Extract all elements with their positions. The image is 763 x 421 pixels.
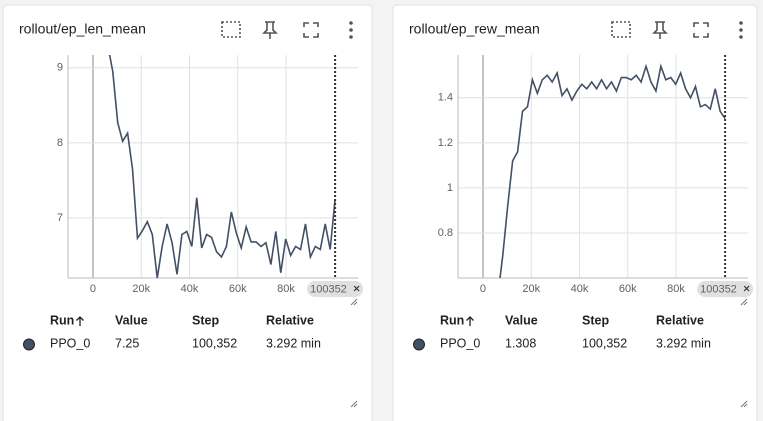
- x-tick-label: 20k: [522, 283, 540, 295]
- resize-handle[interactable]: [740, 298, 748, 306]
- icon: [739, 21, 743, 25]
- fit-domain-button[interactable]: [611, 21, 631, 38]
- table-header: Relative: [656, 313, 704, 327]
- y-tick-label: 0.8: [438, 227, 453, 239]
- table-cell: 3.292 min: [266, 336, 321, 350]
- card: rollout/ep_len_mean 0 20k 40k 60k 80k 7 8 9 10035…: [2, 4, 373, 421]
- toolbar: [221, 21, 353, 39]
- icon: [262, 21, 278, 39]
- fullscreen-button[interactable]: [303, 22, 319, 38]
- x-tick-label: 60k: [229, 283, 247, 295]
- table-cell: 100,352: [192, 336, 237, 350]
- table-cell: 100,352: [582, 336, 627, 350]
- data-line: [499, 63, 726, 278]
- x-tick-label: 40k: [571, 283, 589, 295]
- pin-button[interactable]: [262, 21, 278, 39]
- run-color-dot: [23, 338, 35, 351]
- close-icon[interactable]: [353, 285, 360, 292]
- y-tick-label: 8: [57, 137, 63, 149]
- resize-handle[interactable]: [740, 400, 748, 408]
- x-tick-label: 80k: [277, 283, 295, 295]
- icon: [739, 35, 743, 39]
- icon: [611, 21, 631, 38]
- table-cell: 3.292 min: [656, 336, 711, 350]
- more-button[interactable]: [349, 21, 353, 39]
- table-header: Value: [115, 313, 148, 327]
- data-line: [108, 55, 336, 278]
- table-cell: 1.308: [505, 336, 536, 350]
- table-header: Run: [440, 313, 464, 327]
- sort-icon[interactable]: [76, 316, 84, 326]
- y-tick-label: 1.2: [438, 137, 453, 149]
- table-header: Run: [50, 313, 74, 327]
- run-color-dot: [413, 338, 425, 351]
- hover-tag-label: 100352: [310, 283, 347, 295]
- hover-tag-label: 100352: [700, 283, 737, 295]
- y-tick-label: 9: [57, 62, 63, 74]
- pin-button[interactable]: [652, 21, 668, 39]
- table-header: Step: [582, 313, 609, 327]
- close-icon[interactable]: [743, 285, 750, 292]
- x-tick-label: 80k: [667, 283, 685, 295]
- icon: [652, 21, 668, 39]
- resize-handle[interactable]: [350, 298, 358, 306]
- resize-handle[interactable]: [350, 400, 358, 408]
- hover-tag: [697, 281, 754, 297]
- icon: [349, 35, 353, 39]
- y-tick-label: 1.4: [438, 92, 453, 104]
- table-cell: PPO_0: [50, 336, 90, 350]
- table-header: Value: [505, 313, 538, 327]
- x-tick-label: 0: [90, 283, 96, 295]
- card-title: rollout/ep_rew_mean: [409, 21, 540, 37]
- icon: [693, 22, 709, 38]
- hover-tag: [307, 281, 364, 297]
- x-tick-label: 60k: [619, 283, 637, 295]
- table-cell: 7.25: [115, 336, 139, 350]
- icon: [739, 28, 743, 32]
- table-cell: PPO_0: [440, 336, 480, 350]
- card-background: [392, 4, 758, 421]
- x-tick-label: 0: [480, 283, 486, 295]
- toolbar: [611, 21, 743, 39]
- y-tick-label: 7: [57, 212, 63, 224]
- x-tick-label: 20k: [132, 283, 150, 295]
- table-header: Step: [192, 313, 219, 327]
- y-tick-label: 1: [447, 182, 453, 194]
- sort-icon[interactable]: [466, 316, 474, 326]
- card: rollout/ep_rew_mean 0 20k 40k 60k 80k 0.8 1 1.2 1…: [392, 4, 758, 421]
- fullscreen-button[interactable]: [693, 22, 709, 38]
- table-header: Relative: [266, 313, 314, 327]
- more-button[interactable]: [739, 21, 743, 39]
- card-background: [2, 4, 373, 421]
- icon: [303, 22, 319, 38]
- fit-domain-button[interactable]: [221, 21, 241, 38]
- icon: [349, 21, 353, 25]
- card-title: rollout/ep_len_mean: [19, 21, 146, 37]
- icon: [221, 21, 241, 38]
- icon: [349, 28, 353, 32]
- x-tick-label: 40k: [181, 283, 199, 295]
